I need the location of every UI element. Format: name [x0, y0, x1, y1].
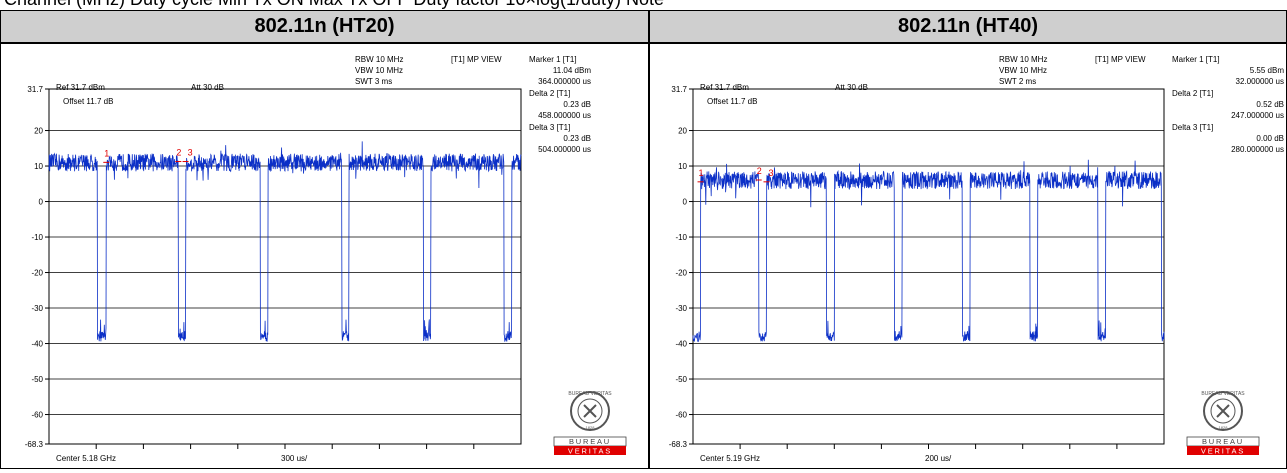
rbw-label: RBW 10 MHz [355, 55, 403, 64]
chart-panel-ht20: Ref 31.7 dBm Att 30 dB Offset 11.7 dB RB… [0, 43, 649, 469]
y-tick-label: -50 [31, 375, 43, 384]
marker-info-value: 11.04 dBm [553, 66, 591, 75]
panel-title-ht40: 802.11n (HT40) [649, 10, 1287, 43]
chart-ht20: Ref 31.7 dBm Att 30 dB Offset 11.7 dB RB… [25, 55, 627, 463]
y-tick-label: 31.7 [27, 85, 43, 94]
marker-info-value: 0.23 dB [563, 100, 591, 109]
logo-seal-inner [1210, 398, 1236, 424]
y-tick-label: -40 [31, 340, 43, 349]
view-mode-label: [T1] MP VIEW [1095, 55, 1146, 64]
y-tick-label: -50 [675, 375, 687, 384]
y-tick-label: -60 [31, 411, 43, 420]
offset-label: Offset 11.7 dB [63, 97, 113, 106]
marker-info-name: Delta 3 [T1] [529, 123, 570, 132]
attenuation-label: Att 30 dB [835, 83, 868, 92]
marker-plot-label: 3 [188, 148, 193, 158]
y-tick-label: -10 [675, 233, 687, 242]
chart-panel-ht40: Ref 31.7 dBm Att 30 dB Offset 11.7 dB RB… [649, 43, 1287, 469]
marker-info-name: Marker 1 [T1] [529, 55, 577, 64]
y-tick-label: 10 [34, 162, 43, 171]
span-per-division-label: 300 us/ [281, 454, 308, 463]
marker-info-time: 247.000000 us [1231, 111, 1284, 120]
chart-ht40: Ref 31.7 dBm Att 30 dB Offset 11.7 dB RB… [669, 55, 1285, 463]
logo-word-veritas: VERITAS [568, 447, 612, 456]
y-tick-label: -68.3 [669, 440, 688, 449]
logo-word-box-bottom [1187, 446, 1259, 455]
top-caption: Channel (MHz) Duty cycle Min Tx ON Max T… [4, 0, 664, 9]
logo-seal-inner [577, 398, 603, 424]
y-tick-label: -40 [675, 340, 687, 349]
marker-info-time: 280.000000 us [1231, 145, 1284, 154]
span-per-division-label: 200 us/ [925, 454, 952, 463]
sweep-time-label: SWT 3 ms [355, 77, 392, 86]
y-tick-label: 10 [678, 162, 687, 171]
marker-info-name: Marker 1 [T1] [1172, 55, 1220, 64]
top-caption-strip: Channel (MHz) Duty cycle Min Tx ON Max T… [0, 0, 1287, 10]
y-tick-label: -20 [675, 269, 687, 278]
y-tick-label: -68.3 [25, 440, 44, 449]
marker-info-time: 32.000000 us [1236, 77, 1285, 86]
marker-plot-label: 2 [176, 148, 181, 158]
attenuation-label: Att 30 dB [191, 83, 224, 92]
signal-trace [48, 141, 522, 342]
logo-word-bureau: BUREAU [1202, 437, 1244, 446]
panel-title-ht20: 802.11n (HT20) [0, 10, 649, 43]
logo-word-box-bottom [554, 446, 626, 455]
marker-info-name: Delta 2 [T1] [529, 89, 570, 98]
marker-info-time: 504.000000 us [538, 145, 591, 154]
logo-word-bureau: BUREAU [569, 437, 611, 446]
y-tick-label: -30 [675, 304, 687, 313]
marker-plot-label: 1 [104, 148, 109, 158]
y-tick-label: 31.7 [671, 85, 687, 94]
marker-info-time: 364.000000 us [538, 77, 591, 86]
sweep-time-label: SWT 2 ms [999, 77, 1036, 86]
marker-info-value: 0.52 dB [1256, 100, 1284, 109]
view-mode-label: [T1] MP VIEW [451, 55, 502, 64]
y-tick-label: 0 [39, 198, 44, 207]
ref-level-label: Ref 31.7 dBm [700, 83, 749, 92]
plot-frame [48, 88, 522, 445]
marker-info-value: 5.55 dBm [1250, 66, 1285, 75]
logo-ring-text: BUREAU VERITAS [1201, 391, 1245, 397]
marker-info-value: 0.00 dB [1256, 134, 1284, 143]
marker-info-value: 0.23 dB [563, 134, 591, 143]
center-frequency-label: Center 5.19 GHz [700, 454, 760, 463]
marker-info-name: Delta 2 [T1] [1172, 89, 1213, 98]
marker-info-time: 458.000000 us [538, 111, 591, 120]
y-tick-label: -10 [31, 233, 43, 242]
y-tick-label: 0 [683, 198, 688, 207]
y-tick-label: -60 [675, 411, 687, 420]
center-frequency-label: Center 5.18 GHz [56, 454, 116, 463]
plot-frame [692, 88, 1165, 445]
marker-info-name: Delta 3 [T1] [1172, 123, 1213, 132]
vbw-label: VBW 10 MHz [355, 66, 403, 75]
rbw-label: RBW 10 MHz [999, 55, 1047, 64]
y-tick-label: 20 [678, 127, 687, 136]
y-tick-label: 20 [34, 127, 43, 136]
marker-plot-label: 1 [699, 168, 704, 178]
y-tick-label: -20 [31, 269, 43, 278]
offset-label: Offset 11.7 dB [707, 97, 757, 106]
marker-plot-label: 3 [768, 168, 773, 178]
panel-headers: 802.11n (HT20) 802.11n (HT40) [0, 10, 1287, 43]
logo-ring-text: BUREAU VERITAS [568, 391, 612, 397]
logo-seal-cross [1216, 404, 1230, 418]
vbw-label: VBW 10 MHz [999, 66, 1047, 75]
y-tick-label: -30 [31, 304, 43, 313]
logo-year: 1828 [1219, 425, 1229, 430]
logo-word-veritas: VERITAS [1201, 447, 1245, 456]
ref-level-label: Ref 31.7 dBm [56, 83, 105, 92]
marker-plot-label: 2 [757, 166, 762, 176]
logo-year: 1828 [586, 425, 596, 430]
signal-trace [692, 159, 1165, 343]
logo-seal-cross [583, 404, 597, 418]
